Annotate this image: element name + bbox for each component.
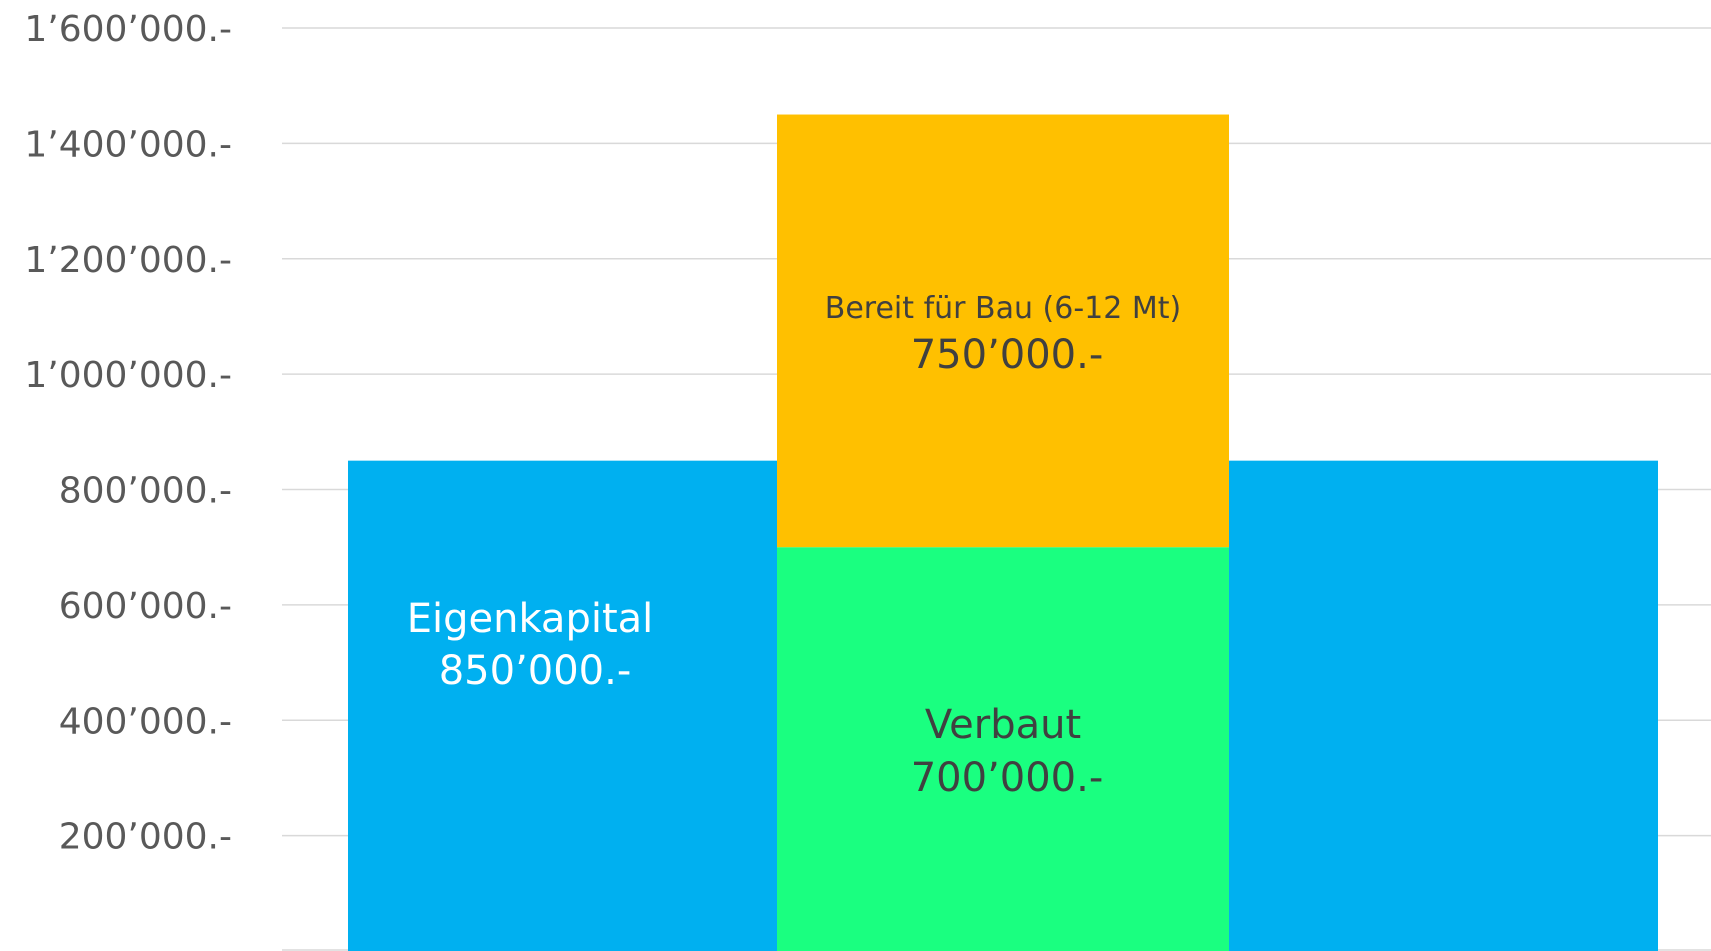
- y-tick-label: 800’000.-: [59, 471, 232, 512]
- bar-segment: [1229, 460, 1658, 951]
- bar-segment-eigenkapital: [348, 460, 777, 951]
- y-tick-label: 400’000.-: [59, 701, 232, 742]
- segment-label-verbaut: Verbaut: [925, 702, 1081, 748]
- segment-value-bereit-fuer-bau: 750’000.-: [911, 332, 1104, 378]
- bars: [348, 114, 1658, 951]
- data-labels: Eigenkapital 850’000.- Verbaut 700’000.- Ber…: [407, 291, 1181, 801]
- segment-value-eigenkapital: 850’000.-: [439, 648, 632, 694]
- y-tick-label: 1’400’000.-: [24, 124, 232, 165]
- segment-label-eigenkapital: Eigenkapital: [407, 596, 654, 642]
- y-tick-label: 1’600’000.-: [24, 9, 232, 50]
- y-tick-label: 1’200’000.-: [24, 240, 232, 281]
- y-tick-label: 1’000’000.-: [24, 355, 232, 396]
- y-tick-label: 600’000.-: [59, 586, 232, 627]
- y-tick-label: 200’000.-: [59, 817, 232, 858]
- y-axis-tick-labels: 200’000.- 400’000.- 600’000.- 800’000.- 1’00…: [24, 9, 232, 858]
- segment-value-verbaut: 700’000.-: [911, 755, 1104, 801]
- bar-segment-bereit: [777, 114, 1229, 548]
- segment-label-bereit-fuer-bau: Bereit für Bau (6-12 Mt): [825, 291, 1181, 326]
- bar-segment-verbaut: [777, 547, 1229, 951]
